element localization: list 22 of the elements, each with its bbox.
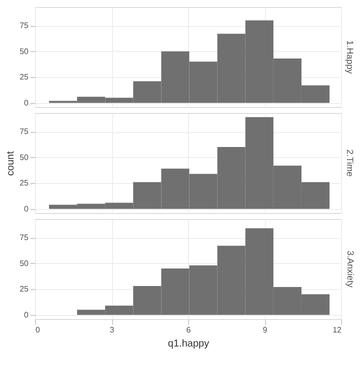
y-tick-label: 50: [20, 152, 30, 162]
x-axis-title: q1.happy: [168, 338, 210, 350]
x-tick-label: 9: [262, 326, 268, 334]
text: 3.Anxiety: [346, 250, 356, 288]
x-tick-label: 3: [110, 326, 115, 334]
y-tick-label: 25: [20, 72, 30, 82]
text: 1.Happy: [345, 40, 355, 74]
text: 2.Time: [345, 149, 355, 177]
y-tick-label: 0: [24, 204, 30, 214]
y-tick-label: 25: [20, 284, 30, 294]
y-tick-label: 0: [24, 310, 30, 320]
y-tick-label: 75: [20, 21, 30, 30]
x-tick-label: 0: [36, 326, 40, 334]
y-tick-label: 25: [20, 178, 30, 188]
y-tick-label: 50: [20, 46, 30, 56]
x-tick-label: 6: [186, 326, 192, 334]
y-tick-label: 50: [20, 258, 30, 268]
y-tick-label: 0: [24, 98, 30, 108]
y-tick-label: 75: [20, 127, 30, 136]
y-axis-title: count: [6, 151, 17, 176]
y-tick-label: 75: [20, 233, 30, 242]
x-tick-label: 12: [332, 326, 342, 334]
